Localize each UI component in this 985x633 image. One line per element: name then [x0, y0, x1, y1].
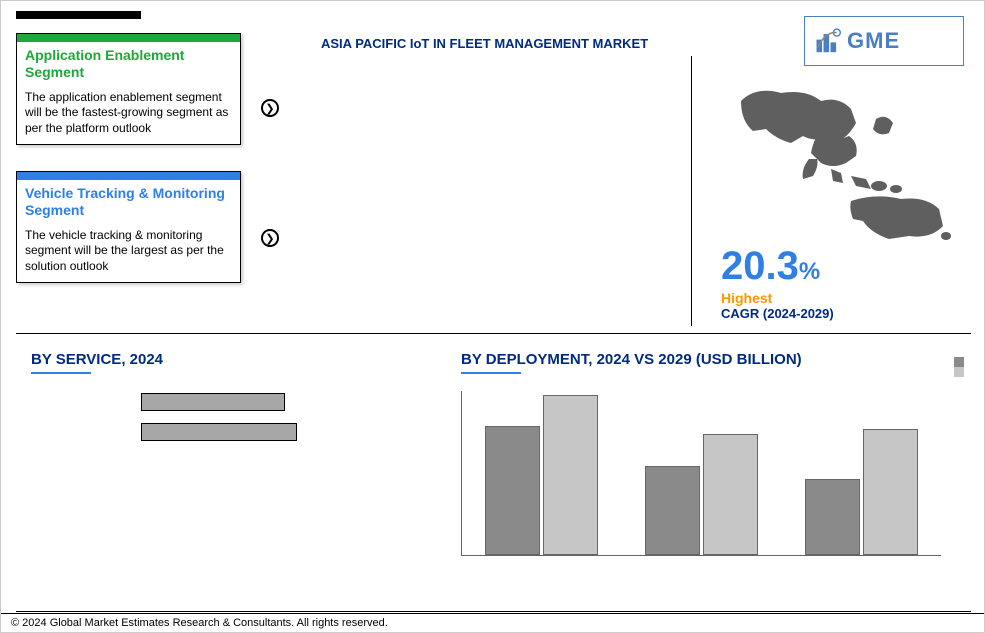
cagr-highest-label: Highest	[721, 290, 961, 306]
asia-pacific-map-region: 20.3% Highest CAGR (2024-2029)	[721, 81, 961, 321]
by-deployment-section: BY DEPLOYMENT, 2024 VS 2029 (USD BILLION…	[461, 351, 802, 374]
service-hbar-chart	[141, 391, 401, 451]
vbar-2029	[543, 395, 598, 555]
cagr-percent: %	[799, 258, 820, 285]
deployment-legend	[954, 357, 964, 377]
footer: © 2024 Global Market Estimates Research …	[1, 613, 984, 632]
hbar	[141, 423, 297, 441]
deployment-vbar-chart	[461, 391, 941, 556]
legend-swatch	[954, 357, 964, 367]
logo-icon	[813, 27, 841, 55]
chevron-right-icon: ❯	[261, 229, 279, 247]
cagr-value-block: 20.3%	[721, 246, 961, 286]
section-title: BY SERVICE, 2024	[31, 351, 163, 368]
legend-swatch	[954, 367, 964, 377]
vbar-group	[462, 391, 622, 555]
vbar-2024	[645, 466, 700, 555]
title-underline	[31, 372, 91, 374]
legend-item	[954, 367, 964, 377]
footer-divider	[16, 611, 971, 612]
cagr-value: 20.3	[721, 244, 799, 288]
asia-pacific-map-icon	[721, 81, 961, 241]
card-accent-bar	[17, 172, 240, 180]
horizontal-divider	[16, 333, 971, 334]
vehicle-tracking-card: Vehicle Tracking & Monitoring Segment Th…	[16, 171, 241, 283]
gme-logo: GME	[804, 16, 964, 66]
top-black-bar	[16, 11, 141, 19]
card-body: The application enablement segment will …	[17, 86, 240, 145]
card-title: Vehicle Tracking & Monitoring Segment	[17, 180, 240, 224]
card-accent-bar	[17, 34, 240, 42]
by-service-section: BY SERVICE, 2024	[31, 351, 163, 374]
logo-text: GME	[847, 28, 900, 54]
vbar-group	[781, 391, 941, 555]
hbar	[141, 393, 285, 411]
title-underline	[461, 372, 521, 374]
vbar-2024	[485, 426, 540, 555]
application-enablement-card: Application Enablement Segment The appli…	[16, 33, 241, 145]
vbar-2024	[805, 479, 860, 555]
legend-item	[954, 357, 964, 367]
section-title: BY DEPLOYMENT, 2024 VS 2029 (USD BILLION…	[461, 351, 802, 368]
cagr-period: CAGR (2024-2029)	[721, 306, 961, 321]
hbar-row	[141, 391, 401, 413]
chevron-right-icon: ❯	[261, 99, 279, 117]
card-title: Application Enablement Segment	[17, 42, 240, 86]
vbar-2029	[703, 434, 758, 555]
vbar-2029	[863, 429, 918, 555]
hbar-row	[141, 421, 401, 443]
vertical-divider	[691, 56, 692, 326]
vbar-group	[622, 391, 782, 555]
page-title: ASIA PACIFIC IoT IN FLEET MANAGEMENT MAR…	[321, 36, 648, 51]
card-body: The vehicle tracking & monitoring segmen…	[17, 224, 240, 283]
